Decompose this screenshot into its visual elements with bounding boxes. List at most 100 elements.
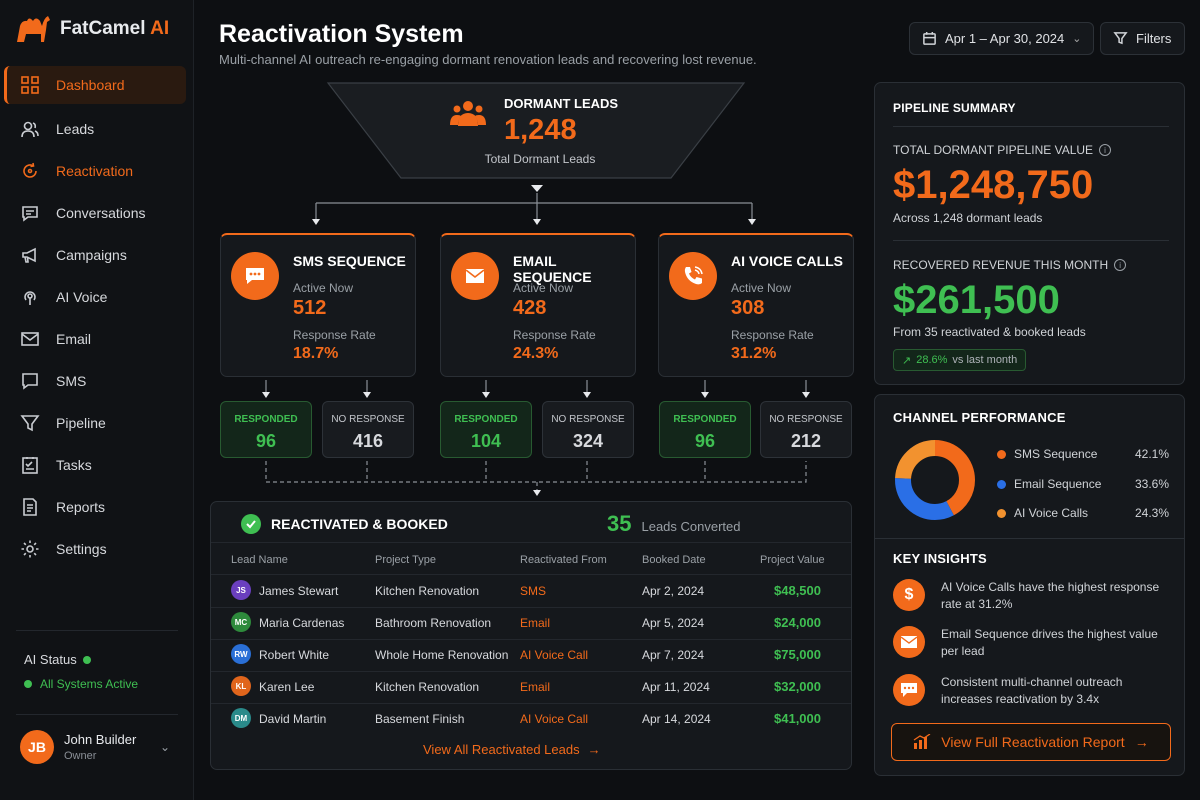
active-value: 308	[731, 297, 765, 319]
sidebar-item-campaigns[interactable]: Campaigns	[4, 234, 186, 276]
channel-card-voice[interactable]: AI VOICE CALLS Active Now 308 Response R…	[658, 233, 854, 377]
recovered-revenue-label: RECOVERED REVENUE THIS MONTH i	[893, 258, 1127, 272]
no-response-label: NO RESPONSE	[331, 414, 405, 425]
leads-converted-count: 35	[607, 511, 632, 536]
view-all-reactivated-link[interactable]: View All Reactivated Leads →	[423, 742, 601, 757]
sms-icon	[231, 252, 279, 300]
channel-card-sms[interactable]: SMS SEQUENCE Active Now 512 Response Rat…	[220, 233, 416, 377]
column-header: Reactivated From	[520, 554, 607, 566]
sidebar-item-leads[interactable]: Leads	[4, 108, 186, 150]
legend-label: SMS Sequence	[1014, 447, 1098, 461]
camel-logo-icon	[17, 16, 50, 42]
insight-item: Email Sequence drives the highest value …	[893, 626, 1173, 666]
project-type: Basement Finish	[375, 712, 465, 726]
change-label: vs last month	[952, 354, 1018, 366]
legend-label: Email Sequence	[1014, 477, 1102, 491]
rate-label: Response Rate	[293, 328, 376, 342]
change-badge: ↗ 28.6% vs last month	[893, 349, 1027, 371]
divider	[893, 240, 1169, 241]
responded-value: 104	[470, 431, 502, 451]
arrow-right-icon: →	[587, 742, 601, 757]
project-type: Bathroom Renovation	[375, 616, 492, 630]
funnel-shape	[326, 82, 746, 179]
channel-title: EMAIL SEQUENCE	[513, 253, 592, 285]
app-name-accent: AI	[150, 18, 170, 39]
mail-icon	[21, 332, 39, 346]
no-response-label: NO RESPONSE	[769, 414, 843, 425]
legend-swatch	[997, 508, 1006, 518]
rate-value: 24.3%	[513, 345, 559, 362]
sidebar-item-conversations[interactable]: Conversations	[4, 192, 186, 234]
project-type: Kitchen Renovation	[375, 680, 480, 694]
table-row[interactable]: MC Maria Cardenas Bathroom Renovation Em…	[211, 607, 851, 639]
chevron-down-icon: ⌄	[159, 740, 170, 754]
sidebar-item-email[interactable]: Email	[4, 318, 186, 360]
insight-text: Email Sequence drives the highest value …	[941, 627, 1158, 658]
no-response-value: 324	[572, 431, 604, 451]
sidebar-item-pipeline[interactable]: Pipeline	[4, 402, 186, 444]
no-response-label: NO RESPONSE	[551, 414, 625, 425]
avatar: RW	[231, 644, 251, 664]
insight-item: Consistent multi-channel outreach increa…	[893, 674, 1173, 714]
divider	[893, 126, 1169, 127]
app-name-main: FatCamel	[60, 18, 146, 39]
sidebar-item-ai-voice[interactable]: AI Voice	[4, 276, 186, 318]
sms-responded-box: RESPONDED 96	[220, 401, 312, 458]
user-name: John Builder	[64, 732, 137, 747]
page-title: Reactivation System	[219, 20, 464, 48]
pipeline-summary-panel: PIPELINE SUMMARY TOTAL DORMANT PIPELINE …	[874, 82, 1185, 385]
sidebar-item-reactivation[interactable]: Reactivation	[4, 150, 186, 192]
arrow-right-icon: →	[1134, 734, 1149, 750]
user-menu[interactable]: JB John Builder Owner ⌄	[20, 730, 170, 764]
table-row[interactable]: RW Robert White Whole Home Renovation AI…	[211, 639, 851, 671]
recovered-revenue-value: $261,500	[893, 278, 1060, 322]
user-role: Owner	[64, 750, 97, 762]
sidebar-item-label: Settings	[56, 541, 107, 557]
dollar-icon: $	[893, 579, 925, 611]
sidebar-item-sms[interactable]: SMS	[4, 360, 186, 402]
sidebar-nav: Dashboard Leads Reactivation Conversatio…	[4, 66, 186, 570]
responded-value: 96	[255, 431, 277, 451]
divider	[211, 671, 851, 672]
sidebar-item-settings[interactable]: Settings	[4, 528, 186, 570]
filter-icon	[20, 415, 40, 432]
donut-slice-1	[895, 440, 975, 520]
lead-name: David Martin	[259, 712, 327, 726]
sidebar-item-reports[interactable]: Reports	[4, 486, 186, 528]
dormant-leads-funnel: DORMANT LEADS 1,248 Total Dormant Leads	[326, 82, 746, 180]
lead-name: Maria Cardenas	[259, 616, 345, 630]
label-text: TOTAL DORMANT PIPELINE VALUE	[893, 143, 1094, 157]
filter-icon	[1113, 32, 1128, 45]
filters-button[interactable]: Filters	[1100, 22, 1185, 55]
table-row[interactable]: KL Karen Lee Kitchen Renovation Email Ap…	[211, 671, 851, 703]
sidebar-item-label: AI Voice	[56, 289, 108, 305]
section-title: CHANNEL PERFORMANCE	[893, 410, 1066, 425]
no-response-value: 416	[352, 431, 384, 451]
info-icon[interactable]: i	[1114, 259, 1127, 271]
sidebar-item-label: Reactivation	[56, 163, 134, 179]
divider	[211, 703, 851, 704]
change-value: 28.6%	[916, 354, 948, 366]
channel-card-email[interactable]: EMAIL SEQUENCE Active Now 428 Response R…	[440, 233, 636, 377]
reactivated-from: Email	[520, 680, 551, 694]
lead-name: Robert White	[259, 648, 330, 662]
lead-name: Karen Lee	[259, 680, 315, 694]
date-range-picker[interactable]: Apr 1 – Apr 30, 2024 ⌄	[909, 22, 1095, 55]
project-value: $48,500	[774, 583, 821, 598]
lead-name: James Stewart	[259, 584, 339, 598]
no-response-value: 212	[790, 431, 822, 451]
legend-item: SMS Sequence 42.1%	[997, 447, 1169, 461]
app-logo[interactable]: FatCamel AI	[14, 12, 169, 46]
sidebar-item-tasks[interactable]: Tasks	[4, 444, 186, 486]
bar-chart-icon	[913, 734, 931, 749]
voice-responded-box: RESPONDED 96	[659, 401, 751, 458]
booked-date: Apr 7, 2024	[642, 648, 705, 662]
column-header: Booked Date	[642, 554, 706, 566]
sidebar-item-dashboard[interactable]: Dashboard	[4, 66, 186, 104]
avatar: DM	[231, 708, 251, 728]
info-icon[interactable]: i	[1099, 144, 1112, 156]
view-full-report-button[interactable]: View Full Reactivation Report →	[891, 723, 1171, 761]
table-row[interactable]: DM David Martin Basement Finish AI Voice…	[211, 703, 851, 735]
table-row[interactable]: JS James Stewart Kitchen Renovation SMS …	[211, 575, 851, 607]
